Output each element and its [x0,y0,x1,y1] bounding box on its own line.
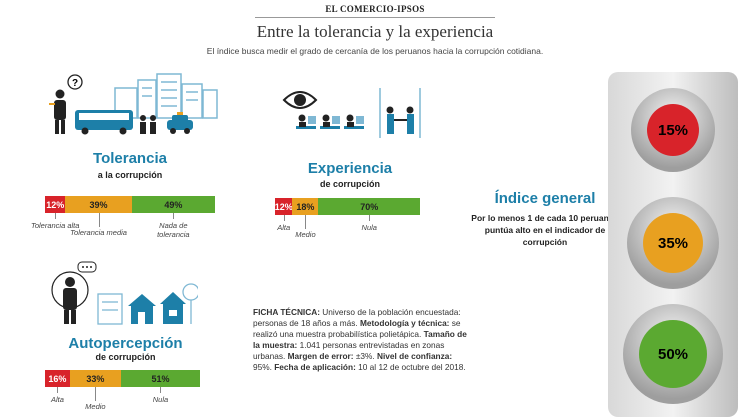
experience-title: Experiencia [307,160,393,177]
bar-segment-2: 33% [69,370,121,387]
eye-icon [282,91,318,109]
category-tick [95,387,97,401]
lamp-1 [647,104,699,156]
category-tick [55,213,57,219]
ficha-sample: 1.041 personas entrevistadas en zonas ur… [253,340,445,361]
category-label: Tolerancia media [70,228,127,237]
self-perception-illustration [51,261,198,325]
ficha-label: FICHA TÉCNICA: [253,307,320,317]
ficha-confidence-label: Nivel de confianza: [377,351,453,361]
category-tick [57,387,59,393]
lamp-value-1: 15% [658,122,688,139]
category-label: Nada de tolerancia [157,221,190,239]
ficha-universe: Universo de la población encuestada: per… [253,307,461,328]
bar-segment-1: 12% [45,196,66,213]
category-label: Tolerancia alta [30,221,80,230]
ficha-date: 10 al 12 de octubre del 2018. [355,362,466,372]
experience-subtitle: de corrupción [319,179,380,189]
category-tick [98,213,100,227]
office-workers-icon [296,114,364,129]
ficha-confidence: 95%. [253,362,275,372]
bar-segment-3: 51% [120,370,200,387]
brand-name: EL COMERCIO-IPSOS [325,4,425,14]
bar-segment-3: 70% [318,198,420,215]
self-perception-labels: Alta Medio Nula [45,387,200,417]
bar-segment-2: 18% [292,198,319,215]
svg-text:?: ? [72,78,78,89]
self-perception-title: Autopercepción [68,335,183,352]
bus-icon [75,110,133,135]
brand-divider [255,17,495,18]
ficha-date-label: Fecha de aplicación: [274,362,356,372]
category-label: Medio [85,402,106,411]
bar-segment-1: 12% [275,198,293,215]
general-index-text: Por lo menos 1 de cada 10 peruanos puntú… [471,213,619,247]
bar-segment-2: 39% [65,196,132,213]
technical-sheet: FICHA TÉCNICA: Universo de la población … [253,307,468,373]
general-index-title: Índice general [494,190,596,207]
ficha-error: ±3%. [353,351,377,361]
category-tick [173,213,175,219]
self-perception-bar: 16% 33% 51% [45,370,200,387]
thinking-person-icon [51,261,97,324]
category-label: Nula [152,395,169,404]
lamp-3 [639,320,707,388]
category-tick [369,215,371,221]
question-person-icon: ? [49,74,83,134]
experience-labels: Alta Medio Nula [275,215,420,245]
traffic-light: 15% 35% 50% [608,72,738,417]
category-label: Alta [50,395,64,404]
bar-segment-1: 16% [45,370,70,387]
category-tick [283,215,285,221]
handshake-icon [379,88,421,138]
lamp-value-3: 50% [658,346,688,363]
self-perception-subtitle: de corrupción [95,352,156,362]
lamp-value-2: 35% [658,235,688,252]
category-label: Medio [295,230,316,239]
ficha-method-label: Metodología y técnica: [360,318,450,328]
neighborhood-icon [97,283,198,325]
category-label: Nula [361,223,377,232]
page-title: Entre la tolerancia y la experiencia [256,22,494,41]
taxi-icon [167,112,193,134]
tolerance-labels: Tolerancia alta Tolerancia media Nada de t… [31,213,215,253]
ficha-method: se realizó una muestra probabilística po… [253,318,461,339]
bar-segment-3: 49% [131,196,215,213]
tolerance-bar: 12% 39% 49% [45,196,215,213]
city-buildings-icon [114,73,218,119]
houses-icon [128,292,186,324]
category-label: Alta [277,223,291,232]
ficha-sample-label: Tamaño de la muestra: [253,329,467,350]
ficha-error-label: Margen de error: [287,351,354,361]
category-tick [305,215,307,229]
tolerance-subtitle: a la corrupción [97,170,163,180]
experience-illustration [282,88,421,138]
experience-bar: 12% 18% 70% [275,198,420,215]
category-tick [160,387,162,393]
family-icon [140,115,156,134]
tolerance-title: Tolerancia [93,150,167,167]
tolerance-illustration: ? [49,73,218,135]
page-subtitle: El índice busca medir el grado de cercan… [206,46,544,56]
lamp-2 [643,213,703,273]
